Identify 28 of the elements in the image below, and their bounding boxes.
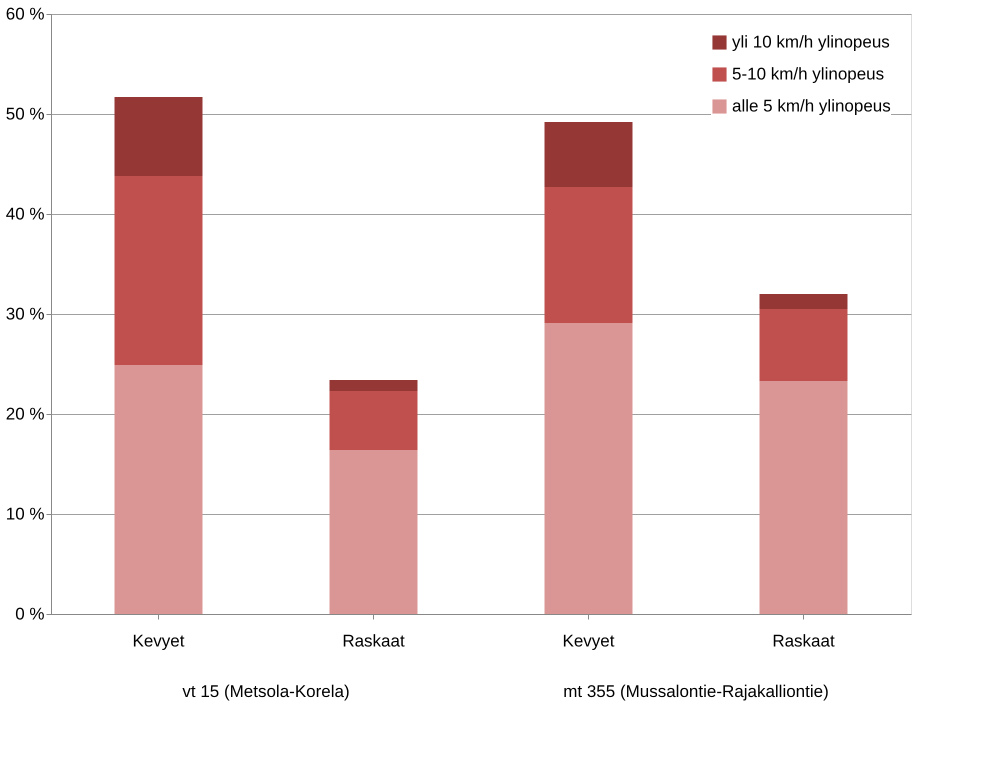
bar (760, 309, 848, 381)
y-tick-label: 30 % (6, 304, 44, 324)
y-tick-label: 60 % (6, 4, 44, 24)
y-tick-label: 20 % (6, 404, 44, 424)
y-tick-label: 0 % (15, 604, 44, 624)
x-tick-label: Raskaat (342, 632, 405, 650)
bar (544, 187, 632, 323)
bar (330, 380, 418, 391)
x-tick-label: Kevyet (132, 632, 185, 650)
y-tick-label: 10 % (6, 504, 44, 524)
text: mt 355 (Mussalontie-Rajakalliontie) (563, 682, 829, 701)
legend-label: yli 10 km/h ylinopeus (732, 32, 890, 52)
bar (114, 97, 202, 176)
x-tick-label: Raskaat (772, 632, 835, 650)
bar (544, 122, 632, 187)
bar (760, 294, 848, 309)
y-tick-label: 40 % (6, 204, 44, 224)
bar (760, 381, 848, 614)
text: vt 15 (Metsola-Korela) (182, 682, 350, 701)
legend-label: 5-10 km/h ylinopeus (732, 64, 884, 84)
y-tick-label: 50 % (6, 104, 44, 124)
bar (114, 365, 202, 614)
bar (544, 323, 632, 614)
x-tick-label: Kevyet (562, 632, 615, 650)
bar (330, 450, 418, 614)
bar (330, 391, 418, 450)
legend-label: alle 5 km/h ylinopeus (732, 96, 891, 116)
bar (114, 176, 202, 365)
